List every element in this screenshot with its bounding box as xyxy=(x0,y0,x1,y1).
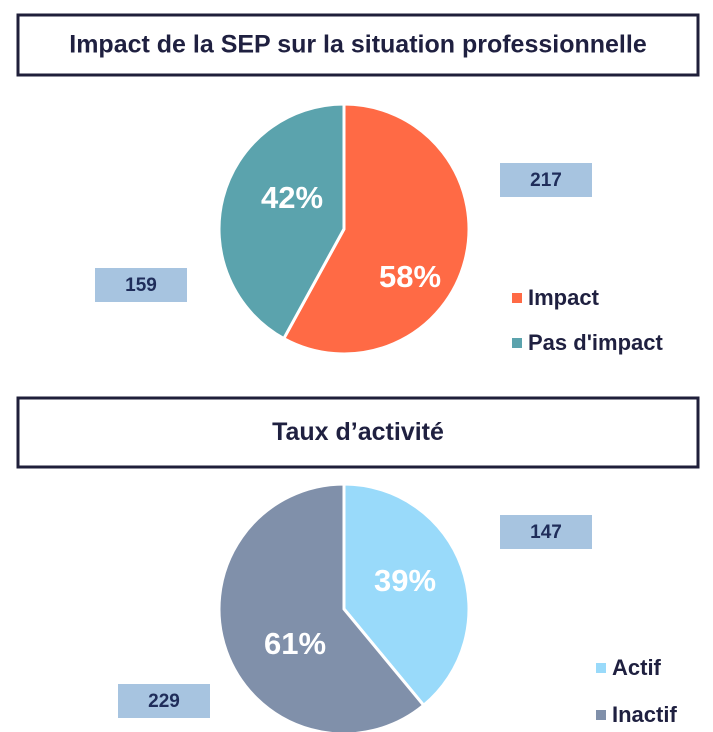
title-box xyxy=(16,396,700,469)
chart-title: Taux d’activité xyxy=(272,418,444,446)
legend-swatch xyxy=(512,293,522,303)
pie-slice xyxy=(281,102,471,356)
value-label: 61% xyxy=(264,626,326,661)
legend-swatch xyxy=(596,710,606,720)
legend-label: Pas d'impact xyxy=(528,330,664,355)
legend-label: Actif xyxy=(612,655,662,680)
pie-slice xyxy=(217,482,426,732)
title-box xyxy=(16,13,700,77)
legend-label: Impact xyxy=(528,285,600,310)
value-label: 39% xyxy=(374,563,436,598)
count-label: 147 xyxy=(530,522,562,543)
pie-slice xyxy=(217,102,346,341)
legend-swatch xyxy=(596,663,606,673)
value-label: 58% xyxy=(379,259,441,294)
count-box xyxy=(118,684,210,718)
pie-slice xyxy=(342,482,471,708)
count-label: 217 xyxy=(530,170,562,191)
count-box xyxy=(500,163,592,197)
count-label: 159 xyxy=(125,275,157,296)
count-box xyxy=(500,515,592,549)
chart-title: Impact de la SEP sur la situation profes… xyxy=(69,31,647,59)
legend-swatch xyxy=(512,338,522,348)
value-label: 42% xyxy=(261,180,323,215)
count-label: 229 xyxy=(148,691,180,712)
count-box xyxy=(95,268,187,302)
legend-label: Inactif xyxy=(612,702,677,727)
